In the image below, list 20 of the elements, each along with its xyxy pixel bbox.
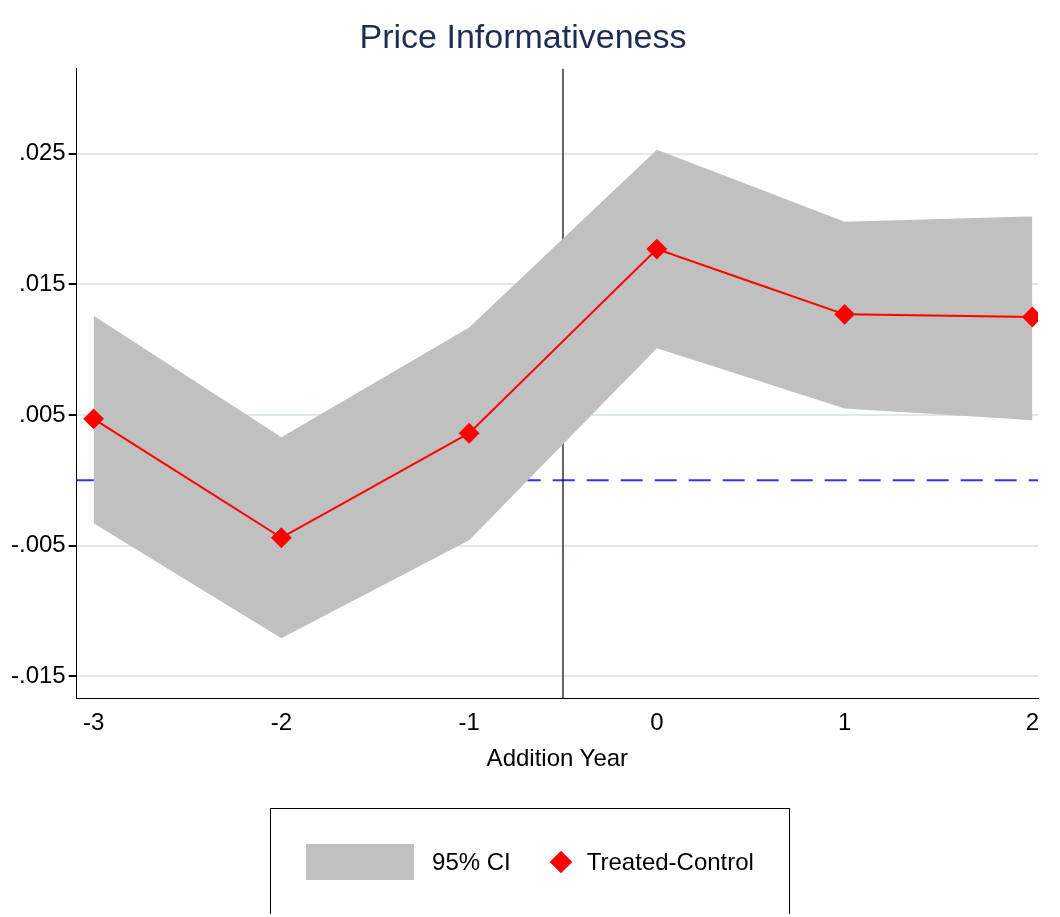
x-tick-label: 2 <box>1025 708 1040 736</box>
x-tick-label: -1 <box>458 708 480 736</box>
legend-label: Treated-Control <box>586 847 754 876</box>
x-tick-label: 0 <box>650 708 664 736</box>
x-tick-label: 1 <box>837 708 852 736</box>
x-axis-title: Addition Year <box>486 744 629 772</box>
point <box>646 239 667 260</box>
x-tick-label: -3 <box>82 708 105 736</box>
text: 95% CI <box>432 847 511 876</box>
y-tick-label: .015 <box>18 268 66 296</box>
y-tick-label: .025 <box>18 138 66 166</box>
point <box>459 423 480 444</box>
point <box>834 304 855 325</box>
point <box>271 527 292 548</box>
y-tick-label: -.015 <box>11 660 66 688</box>
point <box>83 408 104 429</box>
y-tick-label: -.005 <box>11 530 66 558</box>
chart-title: Price Informativeness <box>359 16 687 55</box>
y-tick-label: .005 <box>18 399 66 427</box>
x-tick-label: -2 <box>270 708 293 736</box>
